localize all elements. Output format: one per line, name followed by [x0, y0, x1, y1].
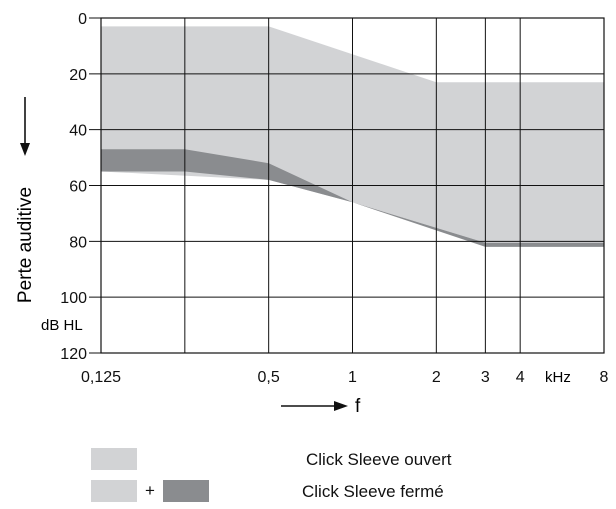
plot-frame	[100, 17, 605, 354]
area-series-closed	[101, 149, 604, 247]
x-tick-label-4: 2	[432, 369, 441, 386]
y-tick-label-20: 20	[69, 67, 87, 84]
x-axis-label: f	[355, 396, 361, 417]
tick-layer: 0 20 40 60 80 100 120 0,125 0,5 1 2 3 4 8	[60, 11, 608, 386]
y-tick-label-120: 120	[60, 346, 87, 363]
legend-swatch-light	[91, 448, 137, 470]
x-tick-label-6: 4	[516, 369, 525, 386]
y-tick-label-40: 40	[69, 123, 87, 140]
legend-label-closed: Click Sleeve fermé	[302, 482, 444, 501]
x-tick-label-2: 0,5	[258, 369, 280, 386]
y-unit-label: dB HL	[41, 317, 83, 334]
x-tick-label-0: 0,125	[81, 369, 121, 386]
x-tick-label-5: 3	[481, 369, 490, 386]
x-axis-arrow	[281, 401, 348, 411]
legend-swatch-dark	[162, 480, 209, 502]
y-tick-label-100: 100	[60, 290, 87, 307]
y-tick-label-80: 80	[69, 234, 87, 251]
legend-plus: +	[145, 481, 155, 500]
legend-label-open: Click Sleeve ouvert	[306, 450, 452, 469]
y-axis-label: Perte auditive	[15, 187, 36, 303]
x-unit-label: kHz	[545, 369, 571, 386]
x-tick-label-3: 1	[348, 369, 357, 386]
legend-row-open	[91, 448, 137, 470]
y-tick-label-0: 0	[78, 11, 87, 28]
y-tick-label-60: 60	[69, 179, 87, 196]
legend-swatch-light-2	[91, 480, 137, 502]
legend-row-closed: +	[91, 480, 209, 502]
y-axis-arrow	[20, 97, 30, 156]
x-tick-label-7: 8	[600, 369, 609, 386]
grid-layer	[89, 17, 605, 354]
